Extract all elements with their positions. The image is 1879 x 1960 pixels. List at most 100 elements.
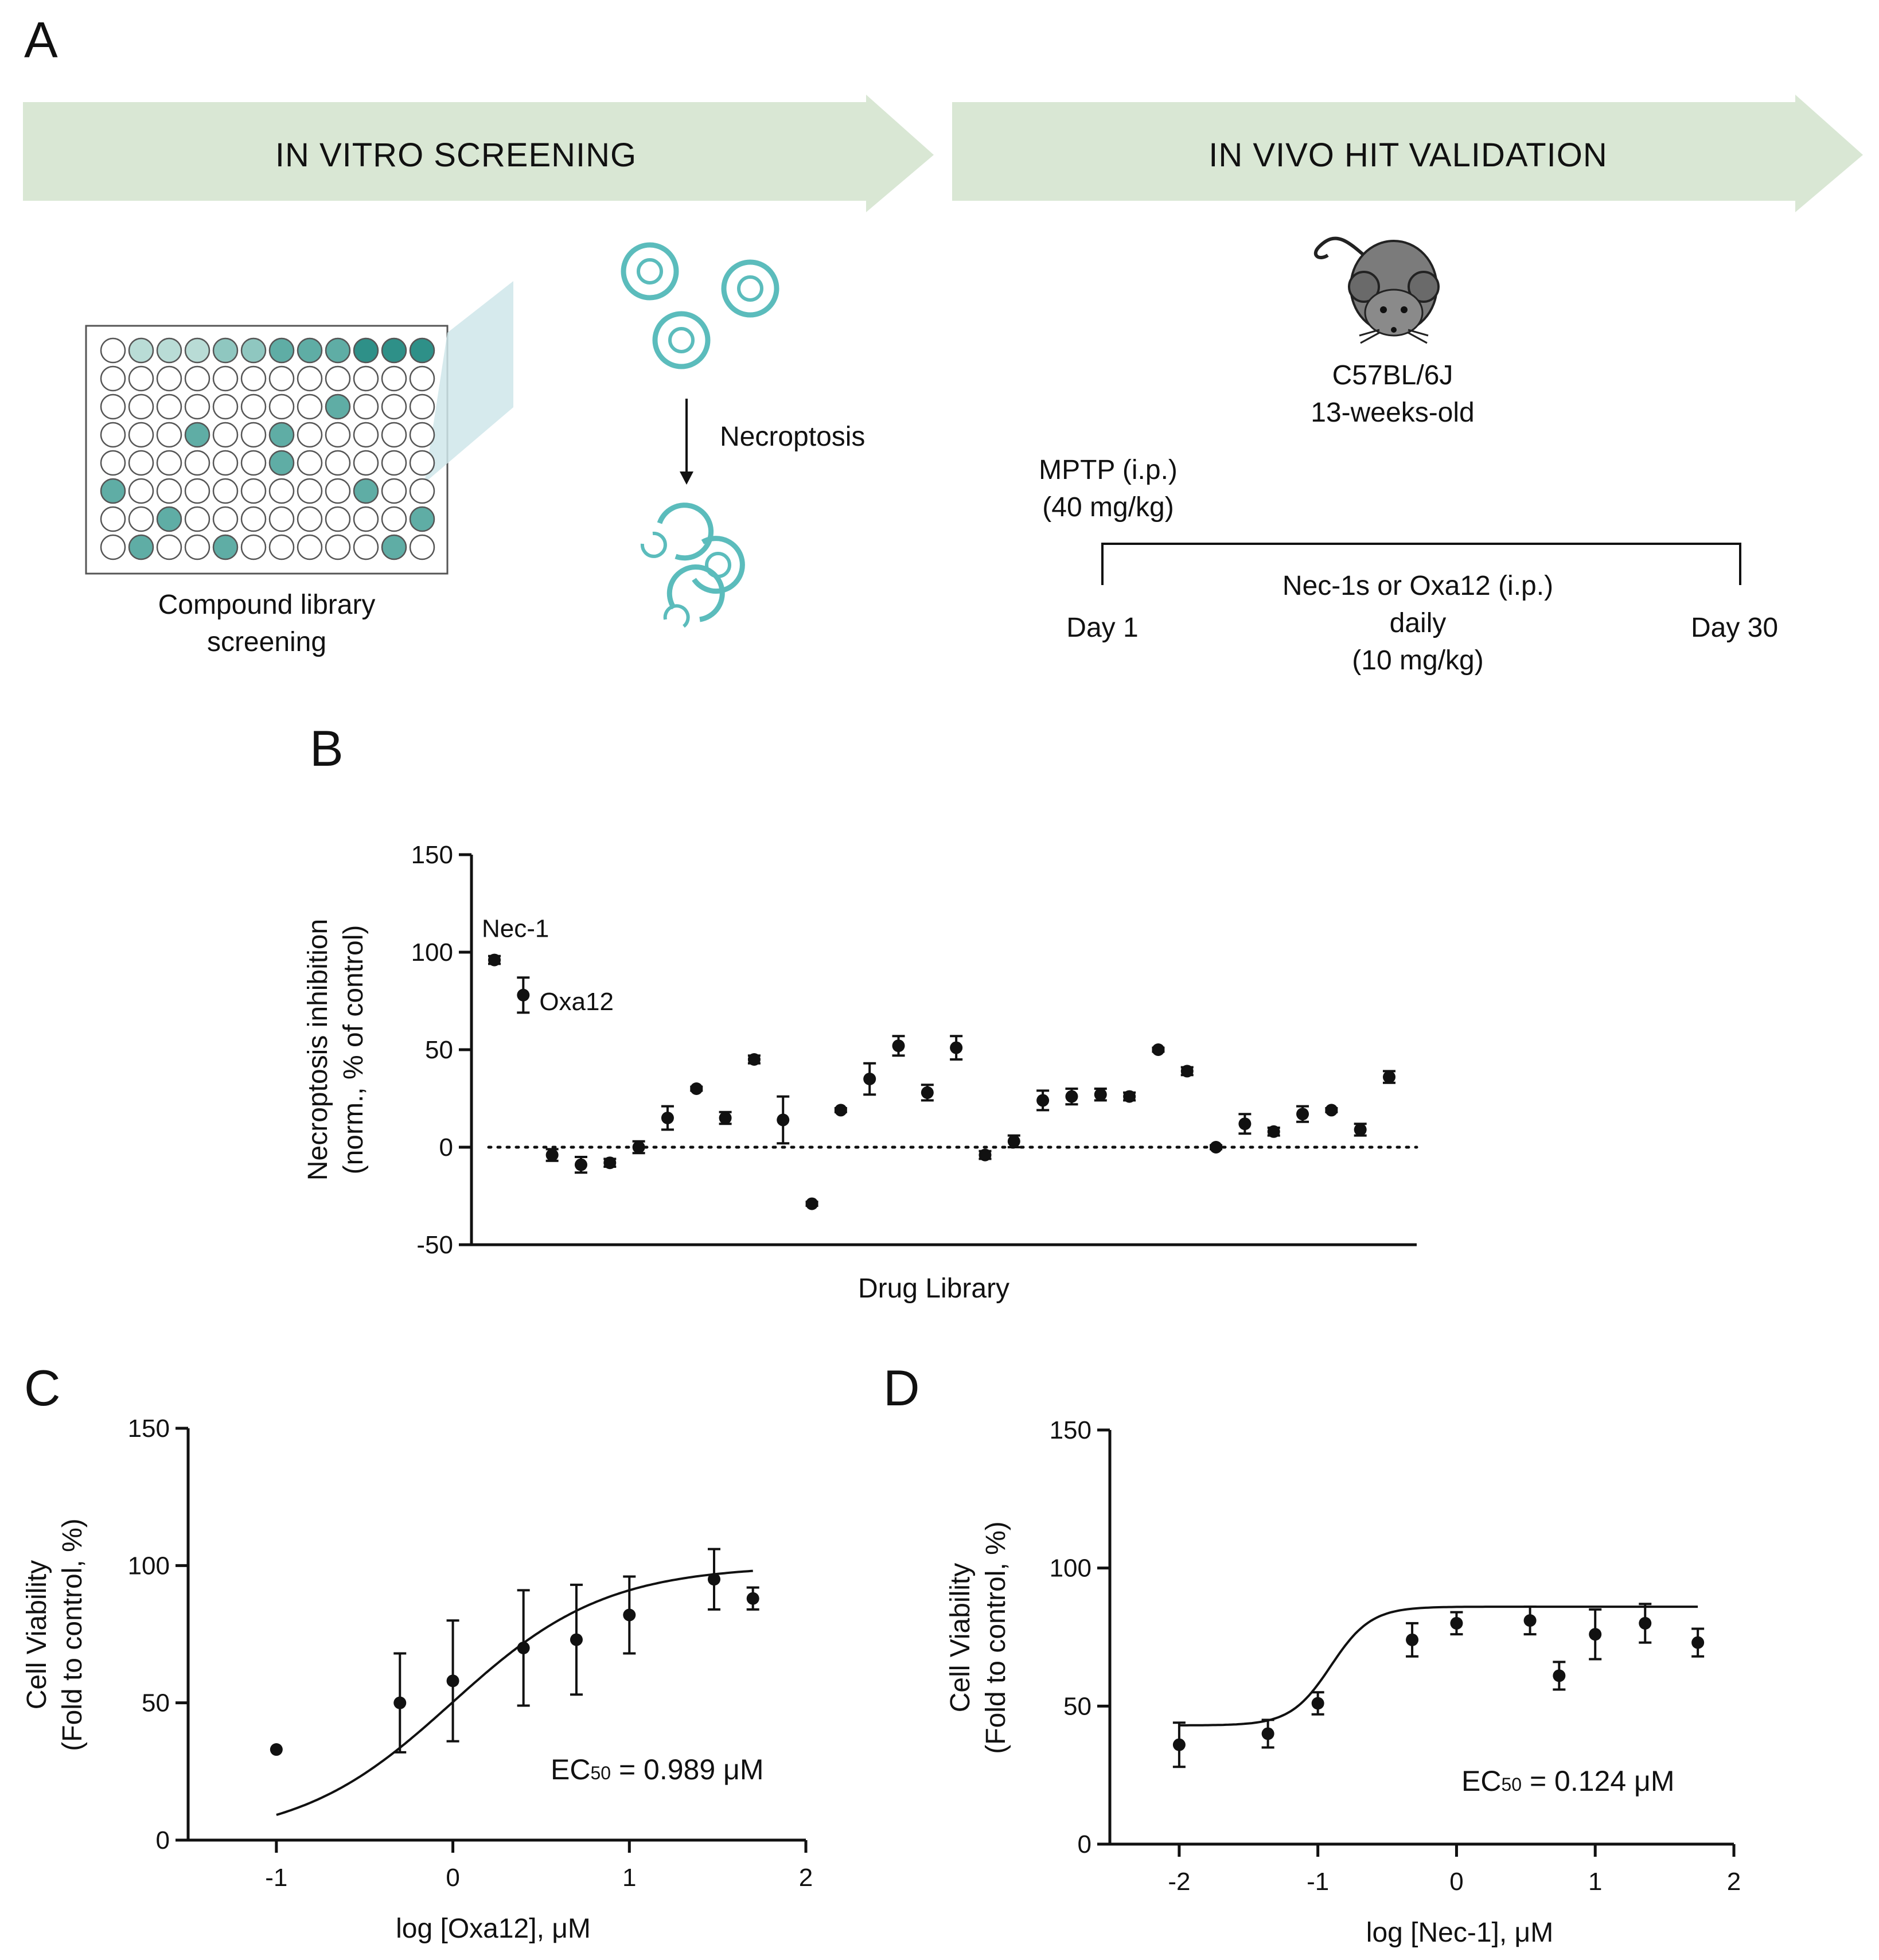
plate-well xyxy=(184,422,210,448)
plate-well xyxy=(156,422,182,448)
plate-well xyxy=(184,393,210,420)
plate-well xyxy=(409,534,435,560)
y-tick-label: 0 xyxy=(439,1133,453,1162)
plate-well xyxy=(297,393,323,420)
plate-well xyxy=(268,337,295,364)
ec50-label: EC50 = 0.989 μM xyxy=(551,1754,764,1786)
y-axis-title: Cell Viability (Fold to control, %) xyxy=(22,1518,88,1751)
y-axis-title: Cell Viability (Fold to control, %) xyxy=(945,1521,1011,1754)
data-point xyxy=(950,1041,963,1054)
data-point xyxy=(1553,1669,1566,1682)
data-point xyxy=(1172,1738,1186,1751)
data-point xyxy=(719,1112,732,1124)
data-point xyxy=(517,1641,530,1654)
data-point xyxy=(1354,1123,1367,1136)
plate-well xyxy=(184,337,210,364)
timeline-day-end: Day 30 xyxy=(1691,613,1778,643)
y-tick-label: 150 xyxy=(1050,1416,1091,1444)
arrow-down-icon xyxy=(680,399,693,485)
x-tick-label: 1 xyxy=(1588,1868,1602,1896)
y-axis-title-line2: (Fold to control, %) xyxy=(57,1518,88,1751)
plate-well xyxy=(212,478,239,504)
data-point xyxy=(746,1592,759,1605)
plate-well xyxy=(240,534,267,560)
plate-well xyxy=(381,534,407,560)
data-point xyxy=(1238,1117,1252,1131)
panel-a-letter: A xyxy=(24,11,58,68)
plate-well xyxy=(240,393,267,420)
y-axis-title-line2: (norm., % of control) xyxy=(338,925,369,1175)
y-tick-label: 0 xyxy=(1078,1830,1091,1858)
plate-well xyxy=(184,450,210,476)
plate-well xyxy=(240,422,267,448)
mptp-line1: MPTP (i.p.) xyxy=(1039,455,1178,485)
data-point xyxy=(1589,1628,1602,1641)
plate-well xyxy=(409,393,435,420)
x-axis-title: Drug Library xyxy=(858,1273,1009,1304)
plate-well xyxy=(100,393,126,420)
data-point xyxy=(393,1696,407,1709)
ec50-subscript: 50 xyxy=(590,1763,611,1783)
timeline-day-start: Day 1 xyxy=(1066,613,1138,643)
plate-well xyxy=(128,534,154,560)
plate-well xyxy=(156,478,182,504)
chart-b: 150 100 50 0 -50 Drug Library Necroptosis inhi… xyxy=(303,841,1418,1304)
plate-well xyxy=(156,450,182,476)
plate-well xyxy=(212,506,239,532)
data-point xyxy=(488,953,501,967)
plate-well xyxy=(353,337,379,364)
plate-well xyxy=(240,365,267,392)
plate-well xyxy=(297,337,323,364)
plate-well xyxy=(128,478,154,504)
plate-well xyxy=(297,422,323,448)
data-point xyxy=(1065,1090,1078,1103)
plate-well xyxy=(353,450,379,476)
x-axis-title: log [Oxa12], μM xyxy=(396,1914,591,1944)
chart-d: 0 50 100 150 -2 -1 0 1 2 log [Nec-1], μM Cell Viab… xyxy=(945,1416,1741,1948)
data-point xyxy=(1180,1065,1194,1078)
plate-well xyxy=(409,478,435,504)
y-axis-title: Necroptosis inhibition (norm., % of contr… xyxy=(303,919,369,1180)
banner-right-label: IN VIVO HIT VALIDATION xyxy=(1209,137,1608,174)
plate-well xyxy=(268,422,295,448)
plate-well xyxy=(184,534,210,560)
ec50-prefix: EC xyxy=(1461,1765,1501,1797)
plate-well xyxy=(353,393,379,420)
plate-well xyxy=(297,450,323,476)
plate-well xyxy=(100,422,126,448)
plate-caption-line1: Compound library xyxy=(158,590,376,620)
panel-b-letter: B xyxy=(310,720,344,777)
plate-well xyxy=(409,422,435,448)
data-point xyxy=(834,1104,847,1117)
y-tick-label: 50 xyxy=(1063,1692,1091,1720)
y-axis-title-line1: Cell Viability xyxy=(945,1563,976,1713)
y-tick-label: 50 xyxy=(142,1689,170,1717)
plate-well xyxy=(128,422,154,448)
data-point xyxy=(805,1197,818,1210)
plate-well xyxy=(297,365,323,392)
plate-well xyxy=(184,365,210,392)
data-point xyxy=(1261,1727,1274,1740)
mptp-line2: (40 mg/kg) xyxy=(1042,492,1174,523)
plate-well xyxy=(381,337,407,364)
chart-c: 0 50 100 150 -1 0 1 2 log [Oxa12], μM Cell Viabil… xyxy=(22,1415,813,1944)
plate-well xyxy=(381,422,407,448)
plate-well xyxy=(409,365,435,392)
plate-well xyxy=(156,506,182,532)
data-point xyxy=(1325,1104,1338,1117)
plate-well xyxy=(128,506,154,532)
data-point xyxy=(517,988,530,1002)
plate-caption-line2: screening xyxy=(207,627,326,657)
plate-well xyxy=(212,393,239,420)
plate-well xyxy=(325,422,351,448)
data-point xyxy=(446,1674,459,1688)
mouse-icon xyxy=(1313,236,1440,344)
banner-left-label: IN VITRO SCREENING xyxy=(275,137,637,174)
x-axis-title: log [Nec-1], μM xyxy=(1366,1918,1553,1948)
panel-b: B 150 100 50 0 -50 Drug Library Necroptosis in… xyxy=(303,720,1418,1304)
plate-well xyxy=(156,365,182,392)
plate-well xyxy=(240,450,267,476)
data-point xyxy=(1267,1125,1280,1138)
plate-well xyxy=(268,450,295,476)
